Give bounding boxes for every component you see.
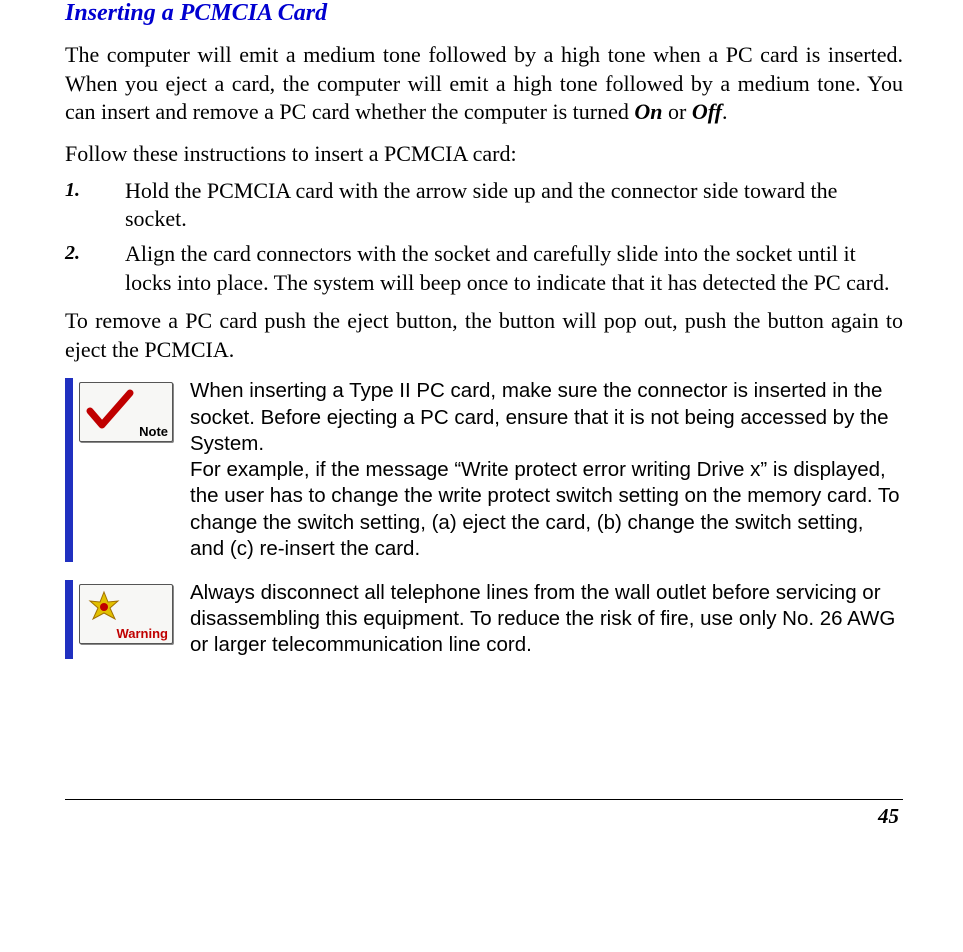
note-line1: When inserting a Type II PC card, make s… — [190, 379, 889, 454]
instruction-lead: Follow these instructions to insert a PC… — [65, 141, 903, 167]
section-title: Inserting a PCMCIA Card — [65, 0, 903, 27]
page: Inserting a PCMCIA Card The computer wil… — [0, 0, 963, 849]
on-word: On — [634, 99, 662, 124]
note-icon-cell: Note — [73, 378, 184, 562]
off-word: Off — [692, 99, 722, 124]
footer-rule — [65, 799, 903, 800]
warning-text: Always disconnect all telephone lines fr… — [184, 580, 903, 659]
warning-label: Warning — [116, 626, 168, 641]
warning-icon-cell: Warning — [73, 580, 184, 659]
warning-icon: Warning — [79, 584, 173, 644]
list-number: 2. — [65, 240, 125, 297]
or-word: or — [662, 99, 691, 124]
remove-paragraph: To remove a PC card push the eject butto… — [65, 307, 903, 364]
ordered-list: 1. Hold the PCMCIA card with the arrow s… — [65, 177, 903, 297]
note-text: When inserting a Type II PC card, make s… — [184, 378, 903, 562]
list-number: 1. — [65, 177, 125, 234]
list-text: Align the card connectors with the socke… — [125, 240, 903, 297]
page-number: 45 — [65, 804, 903, 829]
note-label: Note — [139, 424, 168, 439]
warning-bar — [65, 580, 73, 659]
note-bar — [65, 378, 73, 562]
list-text: Hold the PCMCIA card with the arrow side… — [125, 177, 903, 234]
note-icon: Note — [79, 382, 173, 442]
note-line2: For example, if the message “Write prote… — [190, 458, 900, 560]
note-callout: Note When inserting a Type II PC card, m… — [65, 378, 903, 562]
intro-text: The computer will emit a medium tone fol… — [65, 42, 903, 124]
warning-callout: Warning Always disconnect all telephone … — [65, 580, 903, 659]
period: . — [722, 99, 728, 124]
list-item: 1. Hold the PCMCIA card with the arrow s… — [65, 177, 903, 234]
list-item: 2. Align the card connectors with the so… — [65, 240, 903, 297]
intro-paragraph: The computer will emit a medium tone fol… — [65, 41, 903, 127]
